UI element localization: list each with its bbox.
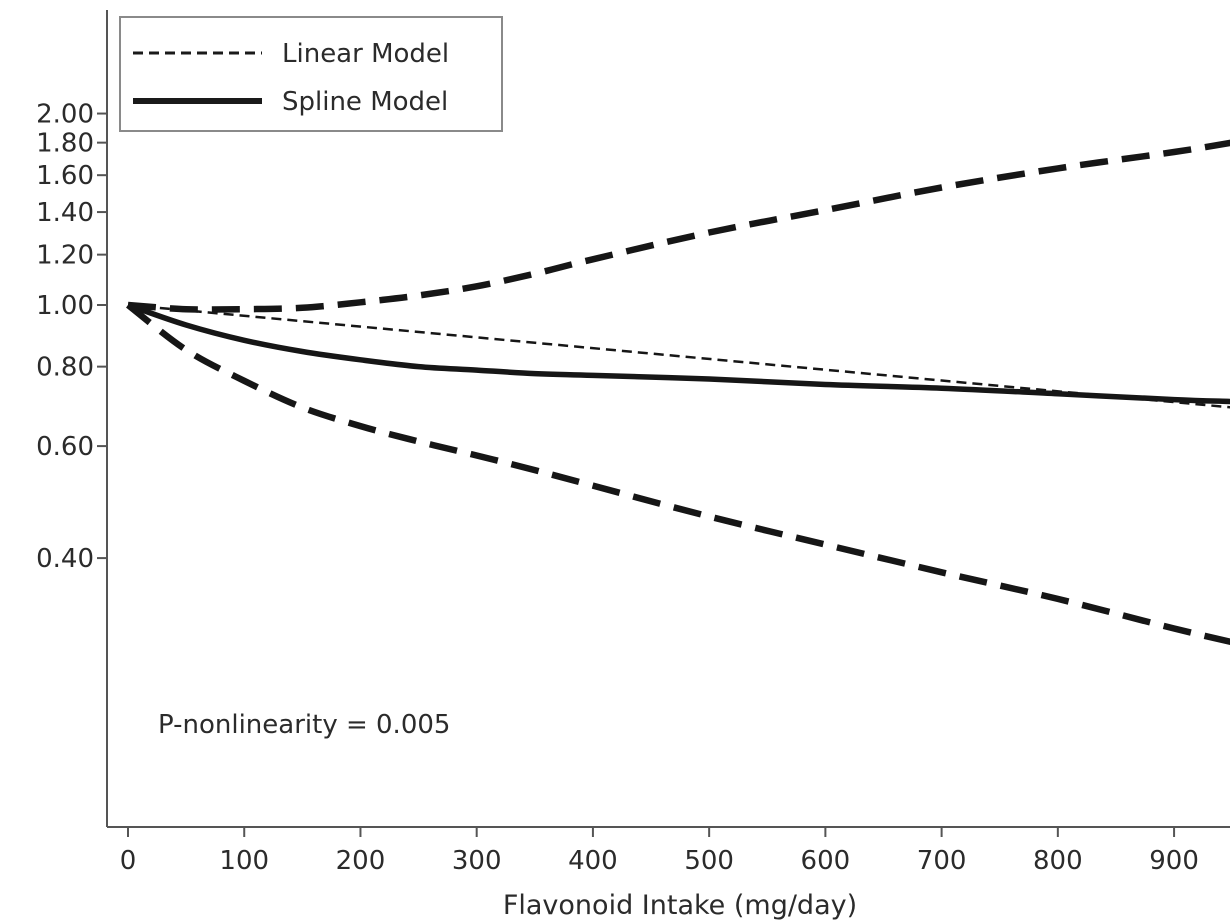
linear-model-line bbox=[127, 303, 1230, 409]
x-tick-label: 400 bbox=[568, 846, 618, 876]
y-tick-label: 1.80 bbox=[36, 129, 94, 159]
legend-label-spline: Spline Model bbox=[282, 87, 448, 117]
y-tick-label: 0.60 bbox=[36, 432, 94, 462]
x-tick-label: 100 bbox=[219, 846, 269, 876]
y-tick-label: 1.00 bbox=[36, 291, 94, 321]
spline-model-line bbox=[127, 302, 1230, 405]
legend-label-linear: Linear Model bbox=[282, 39, 449, 69]
x-tick-label: 600 bbox=[801, 846, 851, 876]
y-tick-label: 1.60 bbox=[36, 161, 94, 191]
p-nonlinearity-annotation: P-nonlinearity = 0.005 bbox=[158, 710, 450, 740]
x-axis-title: Flavonoid Intake (mg/day) bbox=[503, 890, 857, 921]
series-layer bbox=[126, 139, 1230, 646]
x-tick-label: 0 bbox=[120, 846, 137, 876]
x-tick-label: 500 bbox=[684, 846, 734, 876]
legend: Linear Model Spline Model bbox=[119, 16, 503, 132]
y-tick-label: 1.40 bbox=[36, 198, 94, 228]
y-tick-label: 1.20 bbox=[36, 241, 94, 271]
x-tick-label: 800 bbox=[1033, 846, 1083, 876]
y-tick-label: 0.80 bbox=[36, 353, 94, 383]
x-tick-label: 700 bbox=[917, 846, 967, 876]
x-tick-label: 200 bbox=[336, 846, 386, 876]
x-tick-label: 300 bbox=[452, 846, 502, 876]
legend-box bbox=[119, 16, 503, 132]
axes: 0.40 0.60 0.80 1.00 1.20 1.40 1.601.802.00 0 100… bbox=[36, 10, 1230, 876]
y-tick-label: 0.40 bbox=[36, 544, 94, 574]
upper-ci-line bbox=[127, 139, 1230, 313]
lower-ci-line bbox=[126, 302, 1230, 646]
y-tick-label: 2.00 bbox=[36, 100, 94, 130]
x-tick-label: 900 bbox=[1149, 846, 1199, 876]
